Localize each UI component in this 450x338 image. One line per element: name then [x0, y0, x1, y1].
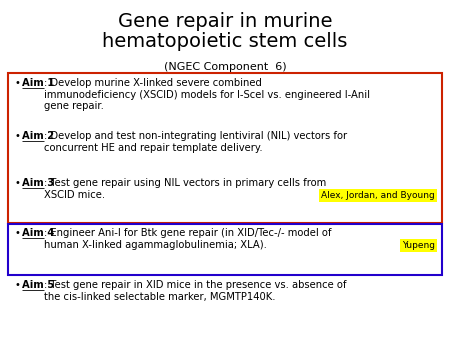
Text: Gene repair in murine: Gene repair in murine: [118, 12, 332, 31]
Text: Aim 4: Aim 4: [22, 228, 54, 238]
Text: : Test gene repair using NIL vectors in primary cells from
XSCID mice.: : Test gene repair using NIL vectors in …: [44, 178, 326, 200]
Text: hematopoietic stem cells: hematopoietic stem cells: [102, 32, 348, 51]
Text: •: •: [14, 280, 20, 290]
Text: Alex, Jordan, and Byoung: Alex, Jordan, and Byoung: [321, 191, 435, 200]
Text: : Develop and test non-integrating lentiviral (NIL) vectors for
concurrent HE an: : Develop and test non-integrating lenti…: [44, 131, 347, 152]
Text: : Test gene repair in XID mice in the presence vs. absence of
the cis-linked sel: : Test gene repair in XID mice in the pr…: [44, 280, 347, 301]
Bar: [8, 73, 442, 223]
Text: : Develop murine X-linked severe combined
immunodeficiency (XSCID) models for I-: : Develop murine X-linked severe combine…: [44, 78, 370, 111]
Text: •: •: [14, 78, 20, 88]
Text: Yupeng: Yupeng: [402, 241, 435, 250]
Text: Aim 1: Aim 1: [22, 78, 54, 88]
Text: •: •: [14, 131, 20, 141]
Bar: [8, 224, 442, 275]
Text: (NGEC Component  6): (NGEC Component 6): [164, 62, 286, 72]
Text: Aim 2: Aim 2: [22, 131, 54, 141]
Text: •: •: [14, 178, 20, 188]
Text: Aim 5: Aim 5: [22, 280, 54, 290]
Text: : Engineer Ani-I for Btk gene repair (in XID/Tec-/- model of
human X-linked agam: : Engineer Ani-I for Btk gene repair (in…: [44, 228, 332, 249]
Text: •: •: [14, 228, 20, 238]
Text: Aim 3: Aim 3: [22, 178, 54, 188]
